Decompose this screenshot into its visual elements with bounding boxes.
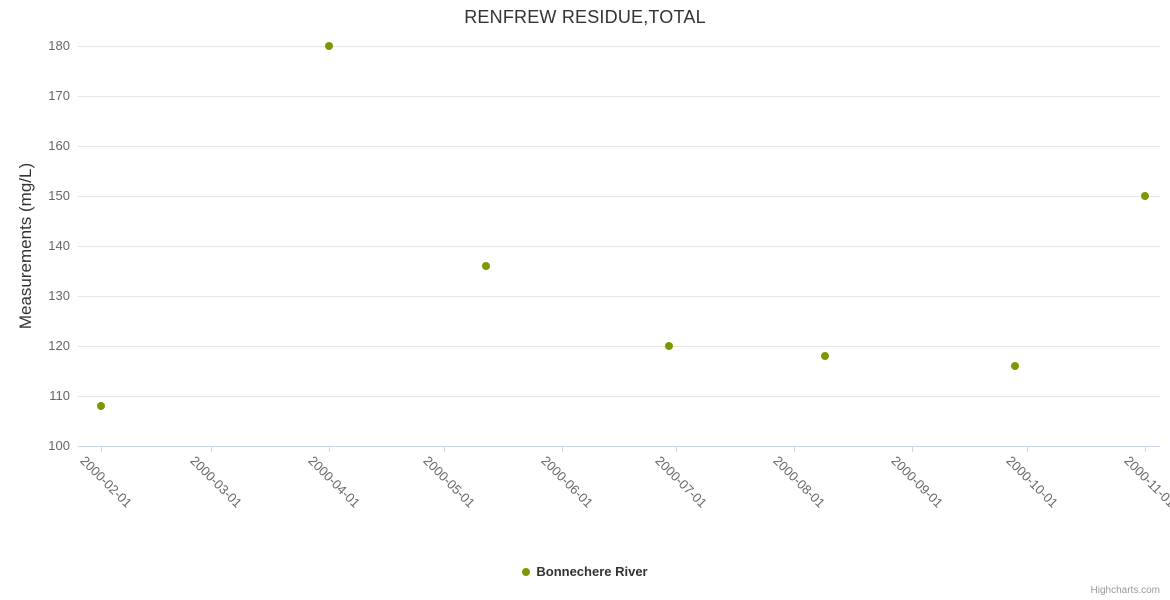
x-axis-tick-label: 2000-03-01 <box>187 453 246 511</box>
x-axis-tick-label: 2000-11-01 <box>1121 453 1170 510</box>
x-axis-tick <box>1144 446 1146 452</box>
data-point[interactable] <box>96 402 105 410</box>
data-point[interactable] <box>664 342 673 350</box>
grid-line <box>78 346 1160 347</box>
x-axis-tick-label: 2000-09-01 <box>888 453 947 511</box>
y-axis-tick-label: 150 <box>48 188 70 203</box>
data-point[interactable] <box>820 352 829 360</box>
y-axis-tick-label: 160 <box>48 138 70 153</box>
x-axis-tick <box>1026 446 1028 452</box>
x-axis-tick-label: 2000-08-01 <box>770 453 829 511</box>
highcharts-credits-link[interactable]: Highcharts.com <box>1090 585 1160 596</box>
y-axis-tick-label: 170 <box>48 88 70 103</box>
x-axis-tick <box>561 446 563 452</box>
data-point[interactable] <box>1140 192 1149 200</box>
chart-title: RENFREW RESIDUE,TOTAL <box>464 7 706 27</box>
legend-label: Bonnechere River <box>536 564 648 579</box>
x-axis-tick-label: 2000-06-01 <box>538 453 596 511</box>
y-axis-tick-label: 100 <box>48 438 70 453</box>
data-point[interactable] <box>1011 362 1020 370</box>
x-axis-tick <box>100 446 102 452</box>
y-axis-tick-label: 140 <box>48 238 70 253</box>
x-axis-tick <box>211 446 213 452</box>
x-axis-tick-label: 2000-04-01 <box>305 453 364 511</box>
x-axis-tick <box>676 446 678 452</box>
x-axis-tick <box>329 446 331 452</box>
grid-line <box>78 396 1160 397</box>
y-axis-tick-label: 110 <box>49 388 70 403</box>
grid-line <box>78 196 1160 197</box>
grid-line <box>78 246 1160 247</box>
x-axis-tick-label: 2000-10-01 <box>1003 453 1061 511</box>
y-axis-tick-label: 120 <box>48 338 70 353</box>
x-axis-tick-label: 2000-02-01 <box>77 453 135 511</box>
y-axis-tick-label: 180 <box>48 38 70 53</box>
data-point[interactable] <box>481 262 490 270</box>
y-axis-tick-label: 130 <box>48 288 70 303</box>
grid-line <box>78 296 1160 297</box>
grid-line <box>78 96 1160 97</box>
x-axis-tick <box>794 446 796 452</box>
x-axis-tick-label: 2000-07-01 <box>652 453 711 511</box>
legend-marker-icon <box>522 567 531 576</box>
x-axis-tick <box>443 446 445 452</box>
grid-line <box>78 146 1160 147</box>
data-point[interactable] <box>325 42 334 50</box>
grid-line <box>78 46 1160 47</box>
legend-item-bonnechere-river[interactable]: Bonnechere River <box>0 564 1170 579</box>
x-axis-tick-label: 2000-05-01 <box>420 453 478 511</box>
x-axis-line <box>78 446 1160 447</box>
x-axis-tick <box>912 446 914 452</box>
